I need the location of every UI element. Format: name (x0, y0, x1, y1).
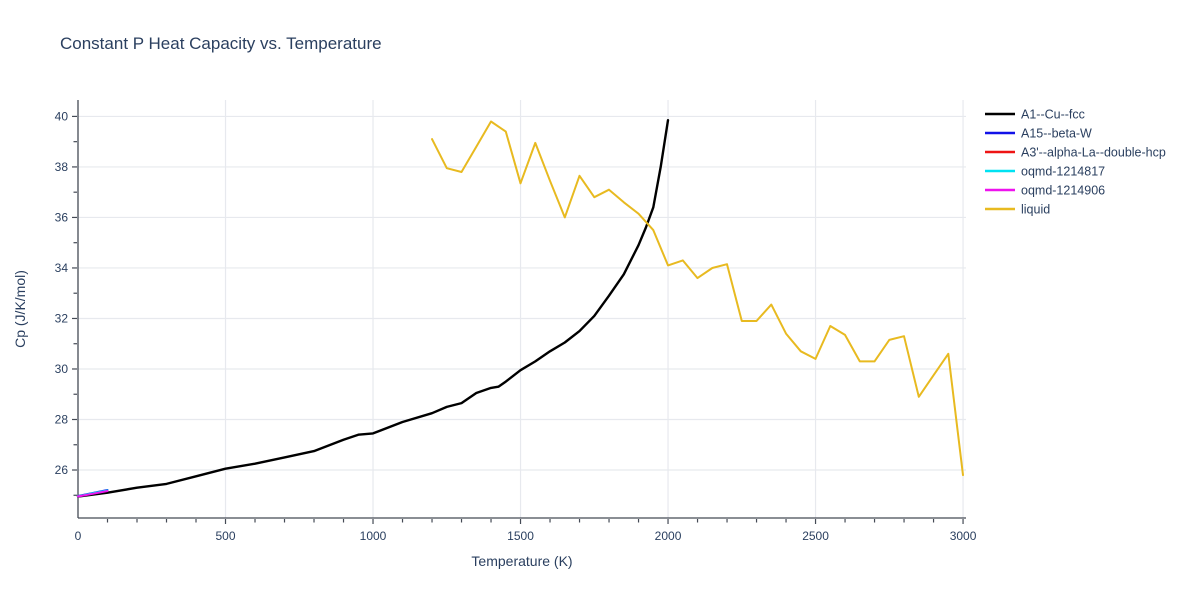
chart-title: Constant P Heat Capacity vs. Temperature (60, 34, 382, 53)
x-tick-label: 0 (75, 529, 82, 543)
legend-label-A15--beta-W[interactable]: A15--beta-W (1021, 127, 1092, 141)
legend-item-oqmd-1214817[interactable]: oqmd-1214817 (985, 165, 1105, 179)
x-tick-label: 1000 (360, 529, 387, 543)
series-line-A1--Cu--fcc (76, 118, 670, 498)
x-tick-label: 500 (215, 529, 235, 543)
x-tick-label: 2500 (802, 529, 829, 543)
y-tick-label: 40 (55, 109, 69, 123)
y-tick-label: 34 (55, 261, 69, 275)
legend-item-liquid[interactable]: liquid (985, 203, 1050, 217)
y-axis-label: Cp (J/K/mol) (12, 270, 28, 348)
y-tick-label: 38 (55, 160, 69, 174)
y-tick-label: 28 (55, 412, 69, 426)
legend-label-A3'--alpha-La--double-hcp[interactable]: A3'--alpha-La--double-hcp (1021, 146, 1166, 160)
legend-label-oqmd-1214906[interactable]: oqmd-1214906 (1021, 184, 1105, 198)
x-tick-label: 2000 (655, 529, 682, 543)
series-line-oqmd-1214906 (77, 490, 109, 498)
x-tick-label: 3000 (950, 529, 977, 543)
y-tick-label: 26 (55, 463, 69, 477)
legend-item-A3'--alpha-La--double-hcp[interactable]: A3'--alpha-La--double-hcp (985, 146, 1166, 160)
legend-item-oqmd-1214906[interactable]: oqmd-1214906 (985, 184, 1105, 198)
legend-item-A15--beta-W[interactable]: A15--beta-W (985, 127, 1092, 141)
y-tick-label: 36 (55, 210, 69, 224)
legend-label-A1--Cu--fcc[interactable]: A1--Cu--fcc (1021, 108, 1085, 122)
legend-item-A1--Cu--fcc[interactable]: A1--Cu--fcc (985, 108, 1085, 122)
y-tick-label: 30 (55, 362, 69, 376)
legend-label-liquid[interactable]: liquid (1021, 203, 1050, 217)
x-axis-label: Temperature (K) (471, 553, 572, 569)
y-tick-label: 32 (55, 311, 69, 325)
legend-label-oqmd-1214817[interactable]: oqmd-1214817 (1021, 165, 1105, 179)
x-tick-label: 1500 (507, 529, 534, 543)
series-line-liquid (431, 120, 964, 477)
